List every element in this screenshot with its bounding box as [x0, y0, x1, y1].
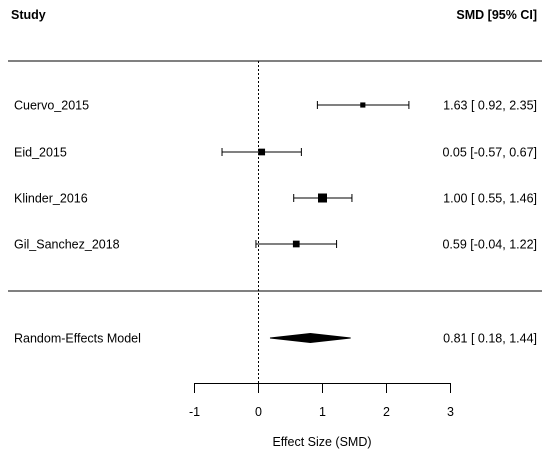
point-estimate-marker: [258, 148, 266, 156]
estimate-text: 1.00 [ 0.55, 1.46]: [443, 192, 537, 206]
point-estimate-marker: [360, 102, 366, 108]
x-tick-label: -1: [189, 405, 200, 419]
estimate-text: 0.59 [-0.04, 1.22]: [442, 238, 537, 252]
point-estimate-marker: [318, 193, 327, 203]
x-axis-ticks: -1 0 1 2 3: [189, 383, 454, 419]
summary-estimate-text: 0.81 [ 0.18, 1.44]: [443, 332, 537, 346]
study-row: Klinder_2016 1.00 [ 0.55, 1.46]: [14, 192, 537, 206]
summary-diamond: [269, 332, 351, 344]
summary-row: Random-Effects Model 0.81 [ 0.18, 1.44]: [14, 332, 537, 346]
x-tick-label: 0: [255, 405, 262, 419]
x-axis: -1 0 1 2 3 Effect Size (SMD): [189, 383, 454, 449]
study-name: Cuervo_2015: [14, 99, 89, 113]
x-tick-label: 2: [383, 405, 390, 419]
estimate-text: 0.05 [-0.57, 0.67]: [442, 146, 537, 160]
study-name: Gil_Sanchez_2018: [14, 238, 120, 252]
study-name: Eid_2015: [14, 146, 67, 160]
study-name: Klinder_2016: [14, 192, 88, 206]
x-axis-label: Effect Size (SMD): [272, 435, 371, 449]
estimate-text: 1.63 [ 0.92, 2.35]: [443, 99, 537, 113]
study-row: Eid_2015 0.05 [-0.57, 0.67]: [14, 146, 537, 160]
x-tick-label: 1: [319, 405, 326, 419]
summary-name: Random-Effects Model: [14, 332, 141, 346]
point-estimate-marker: [292, 240, 300, 248]
study-column-header: Study: [11, 8, 46, 22]
study-row: Cuervo_2015 1.63 [ 0.92, 2.35]: [14, 99, 537, 113]
x-tick-label: 3: [447, 405, 454, 419]
study-rows: Cuervo_2015 1.63 [ 0.92, 2.35] Eid_2015 0.0…: [14, 99, 537, 252]
estimate-column-header: SMD [95% CI]: [456, 8, 537, 22]
study-row: Gil_Sanchez_2018 0.59 [-0.04, 1.22]: [14, 238, 537, 252]
